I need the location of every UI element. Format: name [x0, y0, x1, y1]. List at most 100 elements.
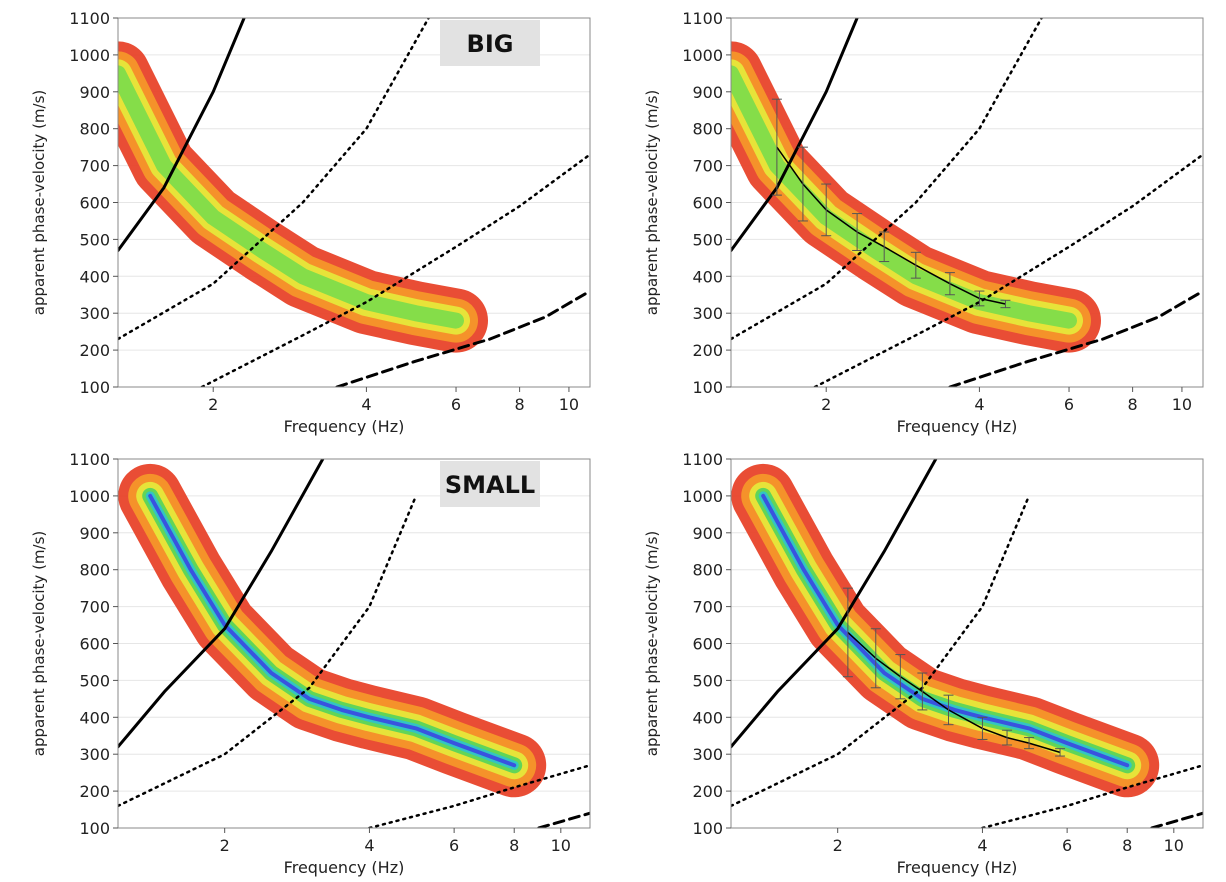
y-tick-label: 500 [79, 230, 110, 249]
y-tick-label: 800 [79, 120, 110, 139]
y-tick-label: 800 [692, 120, 723, 139]
limit-curve [537, 811, 590, 828]
x-tick-label: 10 [1172, 395, 1192, 414]
x-tick-label: 6 [451, 395, 461, 414]
limit-curve [118, 494, 418, 808]
y-tick-label: 700 [692, 157, 723, 176]
y-tick-label: 1100 [69, 450, 110, 469]
error-bar [917, 672, 928, 711]
y-tick-label: 400 [79, 267, 110, 286]
y-tick-label: 900 [692, 83, 723, 102]
error-bar [1000, 299, 1011, 309]
annotation: SMALL [445, 471, 535, 499]
error-bar [944, 272, 955, 296]
y-tick-label: 300 [692, 304, 723, 323]
y-tick-label: 1000 [69, 487, 110, 506]
x-axis-label: Frequency (Hz) [897, 858, 1018, 877]
y-tick-label: 600 [79, 635, 110, 654]
y-tick-label: 1000 [682, 487, 723, 506]
y-tick-label: 600 [79, 194, 110, 213]
y-tick-label: 1000 [69, 46, 110, 65]
data-layer [731, 459, 1203, 828]
y-tick-label: 100 [79, 378, 110, 397]
y-tick-label: 200 [79, 782, 110, 801]
limit-curve [118, 18, 430, 341]
y-tick-label: 300 [79, 745, 110, 764]
annotation-box [440, 20, 540, 66]
x-tick-label: 6 [1062, 836, 1072, 855]
error-bar [974, 290, 985, 307]
y-tick-label: 200 [79, 341, 110, 360]
y-tick-label: 800 [692, 561, 723, 580]
data-layer [118, 459, 590, 828]
y-tick-label: 300 [692, 745, 723, 764]
x-axis-label: Frequency (Hz) [284, 858, 405, 877]
chart-panel: 100 200 300 400 500 600 700 800 900 1000 1100 2 4 6 8 1… [30, 9, 591, 436]
limit-curve [200, 153, 590, 387]
dispersion-ridge [148, 493, 517, 768]
data-layer [731, 18, 1203, 387]
x-tick-label: 10 [1164, 836, 1184, 855]
y-tick-label: 500 [692, 230, 723, 249]
y-tick-label: 700 [79, 157, 110, 176]
y-tick-label: 500 [79, 671, 110, 690]
x-tick-label: 8 [1128, 395, 1138, 414]
error-bar [797, 146, 808, 222]
x-tick-label: 2 [833, 836, 843, 855]
x-axis-label: Frequency (Hz) [897, 417, 1018, 436]
chart-panel: 100 200 300 400 500 600 700 800 900 1000 1100 2 4 6 8 1… [643, 450, 1204, 877]
limit-curve [118, 459, 325, 749]
y-tick-label: 400 [79, 708, 110, 727]
y-tick-label: 900 [79, 83, 110, 102]
error-bar [821, 183, 832, 237]
y-tick-label: 200 [692, 341, 723, 360]
y-axis-label: apparent phase-velocity (m/s) [30, 90, 48, 316]
y-axis-label: apparent phase-velocity (m/s) [30, 531, 48, 757]
x-tick-label: 10 [551, 836, 571, 855]
y-tick-label: 700 [79, 598, 110, 617]
error-bar [1024, 737, 1035, 750]
error-bar [870, 628, 881, 689]
error-bar [1055, 748, 1066, 757]
y-tick-label: 900 [79, 524, 110, 543]
x-tick-label: 10 [559, 395, 579, 414]
data-layer [118, 18, 590, 387]
dispersion-ridge [761, 493, 1130, 768]
x-tick-label: 4 [977, 836, 987, 855]
error-bar [771, 98, 782, 196]
y-tick-label: 600 [692, 635, 723, 654]
x-tick-label: 4 [361, 395, 371, 414]
error-bar [977, 716, 988, 740]
error-bar [842, 587, 853, 678]
x-tick-label: 6 [449, 836, 459, 855]
limit-curve [731, 18, 1043, 341]
x-tick-label: 2 [821, 395, 831, 414]
y-tick-label: 900 [692, 524, 723, 543]
error-bar [895, 654, 906, 700]
x-axis-label: Frequency (Hz) [284, 417, 405, 436]
x-tick-label: 8 [509, 836, 519, 855]
limit-curve [731, 459, 938, 749]
limit-curve [731, 18, 859, 252]
y-tick-label: 500 [692, 671, 723, 690]
y-axis-label: apparent phase-velocity (m/s) [643, 531, 661, 757]
limit-curve [335, 289, 590, 387]
annotation: BIG [467, 30, 514, 58]
y-tick-label: 1100 [682, 450, 723, 469]
y-tick-label: 300 [79, 304, 110, 323]
x-tick-label: 4 [364, 836, 374, 855]
error-bar [943, 694, 954, 726]
error-bar [879, 231, 890, 263]
x-tick-label: 4 [974, 395, 984, 414]
y-tick-label: 100 [692, 819, 723, 838]
limit-curve [1150, 811, 1203, 828]
y-tick-label: 600 [692, 194, 723, 213]
error-bar [1002, 729, 1013, 746]
x-tick-label: 8 [1122, 836, 1132, 855]
error-bar [910, 251, 921, 279]
x-tick-label: 6 [1064, 395, 1074, 414]
x-tick-label: 2 [220, 836, 230, 855]
y-tick-label: 1100 [69, 9, 110, 28]
